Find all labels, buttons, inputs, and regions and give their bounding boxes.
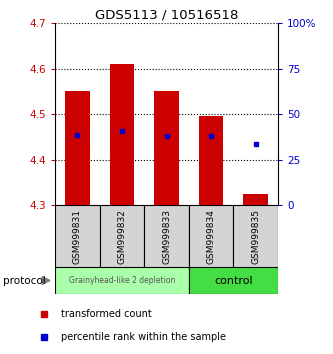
Text: transformed count: transformed count	[61, 309, 152, 319]
Text: control: control	[214, 275, 253, 286]
FancyBboxPatch shape	[189, 205, 233, 267]
FancyBboxPatch shape	[233, 205, 278, 267]
Text: GSM999835: GSM999835	[251, 209, 260, 264]
FancyBboxPatch shape	[189, 267, 278, 294]
Text: GDS5113 / 10516518: GDS5113 / 10516518	[95, 9, 238, 22]
FancyBboxPatch shape	[144, 205, 189, 267]
Bar	[65, 91, 90, 205]
Text: GSM999834: GSM999834	[206, 209, 216, 264]
Bar	[243, 194, 268, 205]
Text: GSM999833: GSM999833	[162, 209, 171, 264]
Bar	[154, 91, 179, 205]
Text: protocol: protocol	[3, 275, 46, 286]
FancyBboxPatch shape	[55, 205, 100, 267]
Bar	[110, 64, 134, 205]
Text: Grainyhead-like 2 depletion: Grainyhead-like 2 depletion	[69, 276, 175, 285]
Bar	[199, 116, 223, 205]
Text: GSM999832: GSM999832	[117, 209, 127, 264]
FancyBboxPatch shape	[55, 267, 189, 294]
FancyBboxPatch shape	[100, 205, 144, 267]
Text: percentile rank within the sample: percentile rank within the sample	[61, 332, 226, 342]
Text: GSM999831: GSM999831	[73, 209, 82, 264]
